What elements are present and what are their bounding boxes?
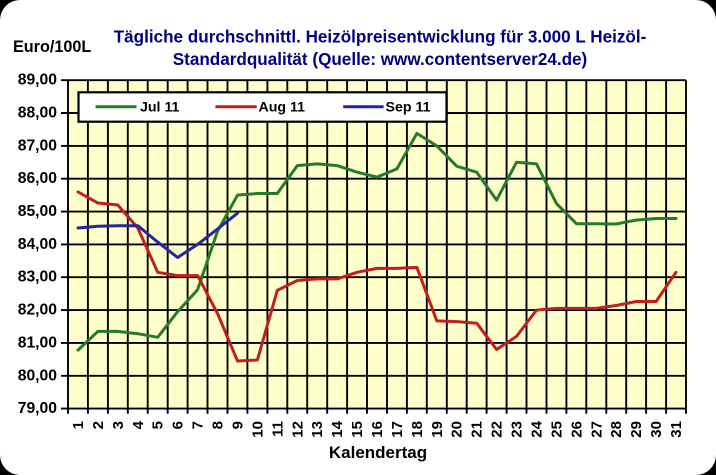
svg-text:Standardqualität (Quelle: www.: Standardqualität (Quelle: www.contentser… — [173, 50, 587, 69]
svg-text:Jul 11: Jul 11 — [140, 100, 180, 116]
svg-text:23: 23 — [509, 421, 526, 438]
svg-text:20: 20 — [449, 421, 466, 438]
svg-text:14: 14 — [329, 420, 346, 437]
svg-text:25: 25 — [548, 421, 565, 438]
svg-text:Aug 11: Aug 11 — [259, 100, 306, 116]
svg-text:8: 8 — [210, 421, 227, 429]
svg-text:5: 5 — [150, 421, 167, 429]
svg-text:82,00: 82,00 — [18, 302, 58, 319]
svg-text:Tägliche durchschnittl. Heizöl: Tägliche durchschnittl. Heizölpreisentwi… — [114, 28, 647, 47]
svg-text:18: 18 — [409, 421, 426, 438]
svg-text:79,00: 79,00 — [18, 400, 58, 417]
svg-text:4: 4 — [130, 420, 147, 429]
svg-text:81,00: 81,00 — [18, 334, 58, 351]
svg-text:1: 1 — [70, 421, 87, 429]
svg-text:12: 12 — [289, 421, 306, 438]
svg-text:6: 6 — [170, 421, 187, 429]
svg-text:7: 7 — [190, 421, 207, 429]
svg-text:10: 10 — [249, 421, 266, 438]
svg-text:85,00: 85,00 — [18, 203, 58, 220]
svg-text:28: 28 — [608, 421, 625, 438]
svg-text:30: 30 — [648, 421, 665, 438]
svg-text:89,00: 89,00 — [18, 72, 58, 89]
svg-text:26: 26 — [568, 421, 585, 438]
svg-text:13: 13 — [309, 421, 326, 438]
svg-text:Sep 11: Sep 11 — [386, 100, 431, 116]
svg-text:83,00: 83,00 — [18, 269, 58, 286]
svg-text:80,00: 80,00 — [18, 367, 58, 384]
svg-text:21: 21 — [469, 421, 486, 438]
svg-text:31: 31 — [668, 421, 685, 438]
svg-text:24: 24 — [529, 420, 546, 437]
svg-text:Euro/100L: Euro/100L — [13, 38, 91, 56]
svg-text:15: 15 — [349, 421, 366, 438]
svg-text:Kalendertag: Kalendertag — [329, 443, 427, 462]
svg-text:86,00: 86,00 — [18, 170, 58, 187]
svg-text:17: 17 — [389, 421, 406, 438]
svg-text:3: 3 — [110, 421, 127, 429]
svg-text:29: 29 — [628, 421, 645, 438]
svg-text:27: 27 — [588, 421, 605, 438]
svg-text:19: 19 — [429, 421, 446, 438]
svg-text:84,00: 84,00 — [18, 236, 58, 253]
svg-text:87,00: 87,00 — [18, 137, 58, 154]
svg-text:11: 11 — [269, 421, 286, 437]
svg-text:9: 9 — [230, 421, 247, 429]
svg-text:16: 16 — [369, 421, 386, 438]
svg-text:88,00: 88,00 — [18, 105, 58, 122]
svg-text:22: 22 — [489, 421, 506, 438]
svg-text:2: 2 — [90, 421, 107, 429]
